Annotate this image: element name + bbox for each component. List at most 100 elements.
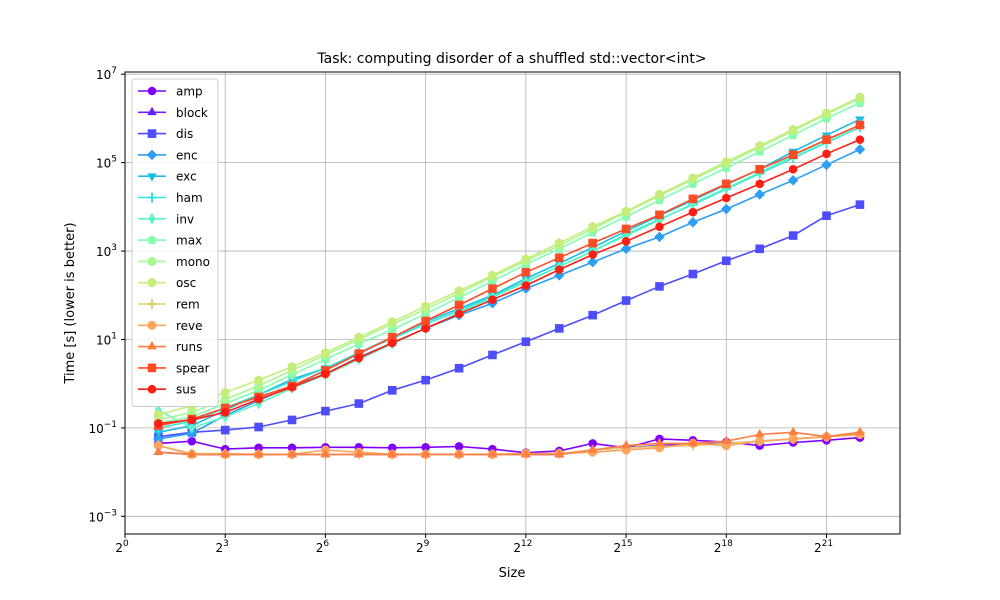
data-point bbox=[721, 193, 731, 203]
data-point bbox=[488, 350, 497, 360]
data-point bbox=[655, 222, 664, 232]
legend-entry-reve: reve bbox=[138, 319, 203, 333]
data-point bbox=[554, 253, 564, 262]
legend-marker bbox=[147, 384, 157, 394]
data-point bbox=[721, 179, 731, 189]
data-point bbox=[321, 347, 330, 358]
data-point bbox=[554, 324, 564, 333]
x-tick-exponent: 6 bbox=[323, 539, 329, 549]
x-tick-exponent: 3 bbox=[223, 539, 229, 549]
data-point bbox=[354, 448, 364, 458]
y-tick-exponent: 3 bbox=[111, 243, 117, 253]
data-point bbox=[821, 431, 832, 440]
data-point bbox=[587, 444, 598, 453]
data-point bbox=[521, 448, 531, 458]
data-point bbox=[721, 203, 732, 215]
legend-entry-max: max bbox=[138, 234, 202, 248]
legend-marker bbox=[148, 212, 156, 225]
data-point bbox=[855, 120, 865, 130]
series-line bbox=[158, 102, 861, 425]
legend-marker bbox=[147, 320, 157, 330]
y-tick-base: 10 bbox=[96, 68, 111, 82]
chart-title: Task: computing disorder of a shuffled s… bbox=[316, 51, 706, 67]
x-tick-label: 218 bbox=[714, 539, 733, 555]
data-point bbox=[855, 200, 865, 209]
data-point bbox=[187, 415, 197, 425]
legend-label: dis bbox=[176, 127, 193, 141]
data-point bbox=[254, 422, 263, 432]
legend-marker bbox=[147, 129, 157, 138]
legend-marker bbox=[147, 363, 157, 373]
data-point bbox=[154, 409, 163, 420]
legend-label: block bbox=[176, 106, 208, 120]
data-point bbox=[754, 189, 765, 200]
legend-label: ham bbox=[176, 191, 203, 205]
legend-marker bbox=[147, 106, 157, 116]
y-tick-base: 10 bbox=[88, 510, 103, 524]
x-tick-exponent: 21 bbox=[822, 539, 833, 549]
data-point bbox=[354, 399, 364, 408]
legend: amp block dis enc exc ham inv max mono osc rem reve… bbox=[131, 78, 219, 407]
x-tick-label: 212 bbox=[513, 539, 532, 555]
data-point bbox=[788, 124, 798, 135]
data-point bbox=[420, 448, 431, 458]
series-line bbox=[158, 203, 861, 438]
series-line bbox=[158, 124, 861, 429]
x-tick-exponent: 15 bbox=[621, 539, 632, 549]
legend-label: exc bbox=[176, 170, 197, 184]
data-point bbox=[854, 144, 866, 155]
data-point bbox=[654, 231, 665, 243]
data-point bbox=[755, 436, 765, 446]
series-line bbox=[158, 97, 861, 421]
data-point bbox=[688, 437, 698, 447]
x-tick-exponent: 0 bbox=[123, 539, 129, 549]
data-point bbox=[755, 164, 764, 174]
data-point bbox=[387, 316, 397, 327]
data-point bbox=[421, 375, 430, 385]
data-point bbox=[287, 448, 297, 458]
data-point bbox=[220, 425, 230, 435]
data-point bbox=[354, 332, 364, 343]
legend-marker bbox=[147, 235, 157, 245]
data-point bbox=[788, 164, 798, 174]
data-point bbox=[387, 448, 398, 458]
data-point bbox=[855, 92, 865, 103]
x-tick-label: 29 bbox=[416, 539, 430, 555]
data-point bbox=[688, 269, 698, 279]
data-point bbox=[488, 284, 497, 293]
data-point bbox=[621, 206, 631, 217]
series-line bbox=[158, 124, 861, 427]
data-point bbox=[187, 436, 197, 446]
y-tick-exponent: 1 bbox=[111, 331, 117, 341]
x-tick-base: 2 bbox=[316, 541, 324, 555]
data-point bbox=[821, 159, 832, 171]
x-tick-exponent: 9 bbox=[424, 539, 430, 549]
legend-entry-sus: sus bbox=[138, 383, 196, 397]
data-point bbox=[554, 265, 564, 274]
legend-frame bbox=[131, 78, 219, 407]
legend-entry-mono: mono bbox=[138, 255, 210, 269]
data-point bbox=[220, 408, 230, 417]
legend-label: spear bbox=[176, 361, 210, 375]
x-axis: 20 23 26 29 212 215 218 221 bbox=[115, 534, 833, 555]
data-point bbox=[687, 217, 699, 228]
x-tick-base: 2 bbox=[216, 541, 224, 555]
y-tick-exponent: −3 bbox=[104, 508, 117, 518]
data-point bbox=[253, 448, 264, 458]
data-point bbox=[488, 295, 497, 304]
data-point bbox=[822, 149, 831, 159]
series-osc bbox=[154, 92, 865, 420]
data-point bbox=[788, 150, 798, 159]
y-tick-label: 107 bbox=[96, 66, 117, 82]
y-tick-label: 105 bbox=[96, 155, 117, 171]
data-point bbox=[722, 156, 731, 167]
data-point bbox=[554, 238, 564, 249]
y-tick-exponent: 5 bbox=[111, 155, 117, 165]
data-point bbox=[587, 256, 598, 268]
data-point bbox=[454, 300, 464, 310]
legend-marker bbox=[147, 277, 157, 288]
plot-frame bbox=[124, 71, 901, 535]
legend-entry-exc: exc bbox=[138, 170, 197, 184]
legend-marker bbox=[146, 149, 158, 161]
